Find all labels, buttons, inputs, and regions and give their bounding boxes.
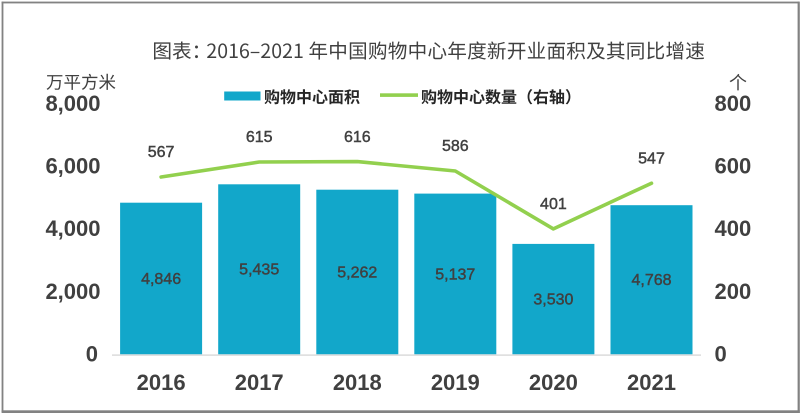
svg-text:2019: 2019 — [431, 370, 480, 395]
svg-text:5,435: 5,435 — [239, 262, 279, 279]
svg-text:616: 616 — [344, 129, 371, 146]
svg-text:2017: 2017 — [235, 370, 284, 395]
svg-text:4,846: 4,846 — [141, 271, 181, 288]
svg-text:3,530: 3,530 — [533, 292, 573, 309]
svg-text:567: 567 — [148, 144, 175, 161]
svg-text:600: 600 — [715, 154, 752, 179]
svg-text:6,000: 6,000 — [45, 154, 100, 179]
svg-text:2021: 2021 — [627, 370, 676, 395]
svg-text:547: 547 — [638, 150, 665, 167]
svg-text:8,000: 8,000 — [45, 91, 100, 116]
svg-text:800: 800 — [715, 91, 752, 116]
svg-text:4,000: 4,000 — [45, 216, 100, 241]
svg-text:200: 200 — [715, 279, 752, 304]
svg-text:401: 401 — [540, 196, 567, 213]
svg-text:400: 400 — [715, 216, 752, 241]
svg-text:0: 0 — [86, 341, 98, 366]
svg-text:2016: 2016 — [137, 370, 186, 395]
svg-text:5,137: 5,137 — [435, 266, 475, 283]
svg-text:0: 0 — [715, 341, 727, 366]
svg-text:615: 615 — [246, 129, 273, 146]
svg-text:586: 586 — [442, 138, 469, 155]
svg-text:2020: 2020 — [529, 370, 578, 395]
svg-text:2018: 2018 — [333, 370, 382, 395]
svg-text:5,262: 5,262 — [337, 264, 377, 281]
svg-text:2,000: 2,000 — [45, 279, 100, 304]
svg-text:4,768: 4,768 — [631, 272, 671, 289]
